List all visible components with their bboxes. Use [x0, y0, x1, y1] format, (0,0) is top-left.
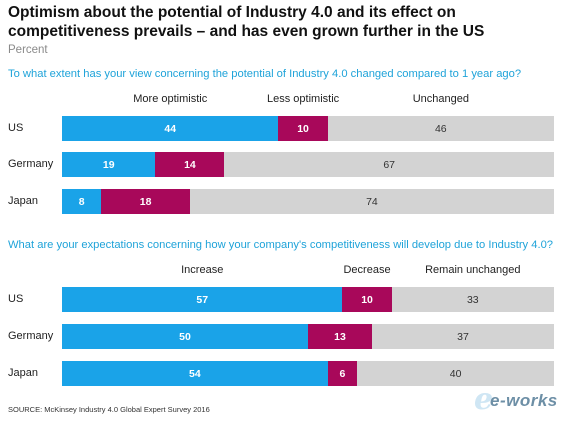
chart-subtitle: Percent	[8, 44, 48, 56]
bar-segment-decrease: 13	[308, 324, 372, 349]
bar-segment-increase: 57	[62, 287, 343, 312]
bar-segment-more-optimistic: 19	[62, 152, 156, 177]
legend-unchanged: Unchanged	[412, 93, 469, 105]
logo-e-mark: e	[474, 382, 494, 417]
legend-more-optimistic: More optimistic	[133, 93, 208, 105]
bar-row-germany: 19 14 67	[62, 152, 554, 177]
bar-segment-unchanged: 46	[327, 116, 554, 141]
legend-less-optimistic: Less optimistic	[267, 93, 340, 105]
bar-segment-less-optimistic: 10	[278, 116, 328, 141]
bar-segment-remain-unchanged: 40	[357, 361, 554, 386]
bar-segment-increase: 54	[62, 361, 328, 386]
legend-increase: Increase	[181, 264, 224, 276]
bar-segment-less-optimistic: 18	[101, 189, 190, 214]
row-label-germany: Germany	[8, 330, 54, 342]
bar-segment-less-optimistic: 14	[155, 152, 225, 177]
bar-segment-more-optimistic: 8	[62, 189, 102, 214]
bar-row-us: 57 10 33	[62, 287, 554, 312]
row-label-us: US	[8, 293, 24, 305]
row-label-us: US	[8, 122, 24, 134]
question-2: What are your expectations concerning ho…	[8, 239, 554, 251]
chart-title: Optimism about the potential of Industry…	[8, 4, 485, 40]
bar-segment-remain-unchanged: 37	[371, 324, 554, 349]
bar-segment-unchanged: 67	[224, 152, 554, 177]
bar-row-us: 44 10 46	[62, 116, 554, 141]
bar-segment-decrease: 6	[327, 361, 358, 386]
bar-row-japan: 8 18 74	[62, 189, 554, 214]
bar-segment-remain-unchanged: 33	[391, 287, 554, 312]
question-1: To what extent has your view concerning …	[8, 68, 522, 80]
eworks-logo: e e-works	[474, 383, 560, 419]
row-label-germany: Germany	[8, 158, 54, 170]
bar-segment-more-optimistic: 44	[62, 116, 279, 141]
row-label-japan: Japan	[8, 367, 38, 379]
logo-text: e-works	[490, 391, 558, 410]
bar-row-germany: 50 13 37	[62, 324, 554, 349]
legend-decrease: Decrease	[343, 264, 391, 276]
bar-segment-increase: 50	[62, 324, 308, 349]
legend-remain-unchanged: Remain unchanged	[425, 264, 521, 276]
bar-segment-decrease: 10	[342, 287, 392, 312]
source-note: SOURCE: McKinsey Industry 4.0 Global Exp…	[8, 405, 210, 414]
bar-row-japan: 54 6 40	[62, 361, 554, 386]
row-label-japan: Japan	[8, 195, 38, 207]
bar-segment-unchanged: 74	[189, 189, 554, 214]
